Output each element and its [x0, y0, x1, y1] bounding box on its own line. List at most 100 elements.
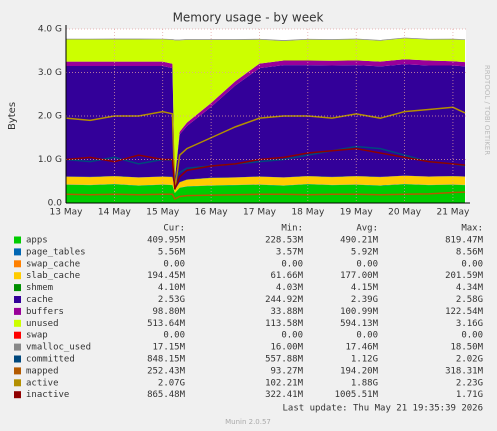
x-tick-label: 19 May [340, 208, 374, 218]
legend-label: apps [26, 236, 48, 246]
legend-value: 8.56M [456, 247, 484, 257]
area [66, 64, 466, 190]
legend-value: 0.00 [356, 331, 378, 341]
legend-value: 1005.51M [335, 390, 379, 400]
legend-value: 17.46M [345, 343, 378, 353]
legend-value: 5.56M [158, 247, 186, 257]
legend-label: active [26, 378, 59, 388]
legend-value: 0.00 [461, 259, 483, 269]
legend-label: swap_cache [26, 259, 80, 269]
legend-value: 1.71G [456, 390, 483, 400]
legend-swatch [14, 284, 21, 292]
x-tick-label: 13 May [50, 208, 84, 218]
legend-value: 5.92M [351, 247, 379, 257]
legend-value: 2.02G [456, 355, 483, 365]
legend-swatch [14, 248, 21, 256]
legend-value: 2.53G [158, 295, 185, 305]
legend-value: 4.34M [456, 283, 484, 293]
area [66, 175, 466, 193]
munin-version: Munin 2.0.57 [225, 418, 271, 426]
legend-header: Avg: [356, 224, 378, 234]
legend-swatch [14, 319, 21, 327]
x-tick-label: 18 May [291, 208, 325, 218]
legend-value: 1.12G [351, 355, 378, 365]
legend-value: 490.21M [340, 236, 379, 246]
legend-label: swap [26, 331, 48, 341]
x-tick-label: 20 May [388, 208, 422, 218]
legend-value: 0.00 [281, 331, 303, 341]
legend-value: 244.92M [265, 295, 304, 305]
legend-value: 33.88M [270, 307, 303, 317]
legend-value: 113.58M [265, 319, 304, 329]
legend-value: 18.50M [450, 343, 483, 353]
legend-value: 100.99M [340, 307, 379, 317]
legend-label: cache [26, 295, 53, 305]
x-tick-label: 16 May [195, 208, 229, 218]
legend-value: 865.48M [147, 390, 186, 400]
legend-value: 513.64M [147, 319, 186, 329]
legend-value: 93.27M [270, 366, 303, 376]
legend-value: 409.95M [147, 236, 186, 246]
legend-label: mapped [26, 366, 59, 376]
legend-label: shmem [26, 283, 53, 293]
x-tick-label: 14 May [98, 208, 132, 218]
legend-value: 201.59M [445, 271, 484, 281]
y-tick-label: 2.0 G [38, 112, 62, 122]
legend-swatch [14, 379, 21, 387]
legend-value: 4.10M [158, 283, 186, 293]
legend-swatch [14, 272, 21, 280]
area [66, 38, 466, 178]
legend-value: 322.41M [265, 390, 304, 400]
legend-value: 61.66M [270, 271, 303, 281]
legend-value: 2.07G [158, 378, 185, 388]
chart-title: Memory usage - by week [173, 11, 324, 25]
legend-value: 98.80M [152, 307, 185, 317]
legend-value: 252.43M [147, 366, 186, 376]
legend-value: 122.54M [445, 307, 484, 317]
legend-swatch [14, 343, 21, 351]
y-tick-label: 1.0 G [38, 155, 62, 165]
legend-label: buffers [26, 307, 64, 317]
legend-swatch [14, 331, 21, 339]
legend-header: Max: [461, 224, 483, 234]
x-tick-label: 17 May [243, 208, 277, 218]
side-text: RRDTOOL / TOBI OETIKER [483, 65, 491, 155]
legend-value: 318.31M [445, 366, 484, 376]
y-axis-label: Bytes [7, 102, 18, 130]
legend-swatch [14, 391, 21, 399]
legend-value: 2.39G [351, 295, 378, 305]
area [66, 37, 466, 41]
legend-swatch [14, 260, 21, 268]
legend-value: 16.00M [270, 343, 303, 353]
legend-value: 3.16G [456, 319, 483, 329]
x-tick-label: 15 May [146, 208, 180, 218]
legend-value: 819.47M [445, 236, 484, 246]
legend-value: 848.15M [147, 355, 186, 365]
area [66, 184, 466, 193]
legend-label: vmalloc_used [26, 343, 91, 353]
legend-value: 177.00M [340, 271, 379, 281]
line [65, 147, 466, 190]
legend-value: 102.21M [265, 378, 304, 388]
legend-value: 4.15M [351, 283, 379, 293]
legend-value: 3.57M [276, 247, 304, 257]
legend-header: Cur: [163, 224, 185, 234]
legend-value: 0.00 [163, 259, 185, 269]
y-tick-label: 3.0 G [38, 68, 62, 78]
legend-value: 0.00 [163, 331, 185, 341]
legend-value: 0.00 [356, 259, 378, 269]
legend-label: page_tables [26, 247, 86, 257]
legend-value: 594.13M [340, 319, 379, 329]
legend-value: 2.58G [456, 295, 483, 305]
legend-header: Min: [281, 224, 303, 234]
legend-value: 0.00 [461, 331, 483, 341]
last-update: Last update: Thu May 21 19:35:39 2026 [283, 404, 483, 414]
legend-swatch [14, 355, 21, 363]
legend-value: 4.03M [276, 283, 304, 293]
legend-value: 194.20M [340, 366, 379, 376]
y-tick-label: 4.0 G [38, 25, 62, 35]
legend-value: 17.15M [152, 343, 185, 353]
y-tick-label: 0.0 [48, 199, 63, 209]
legend-label: committed [26, 355, 75, 365]
